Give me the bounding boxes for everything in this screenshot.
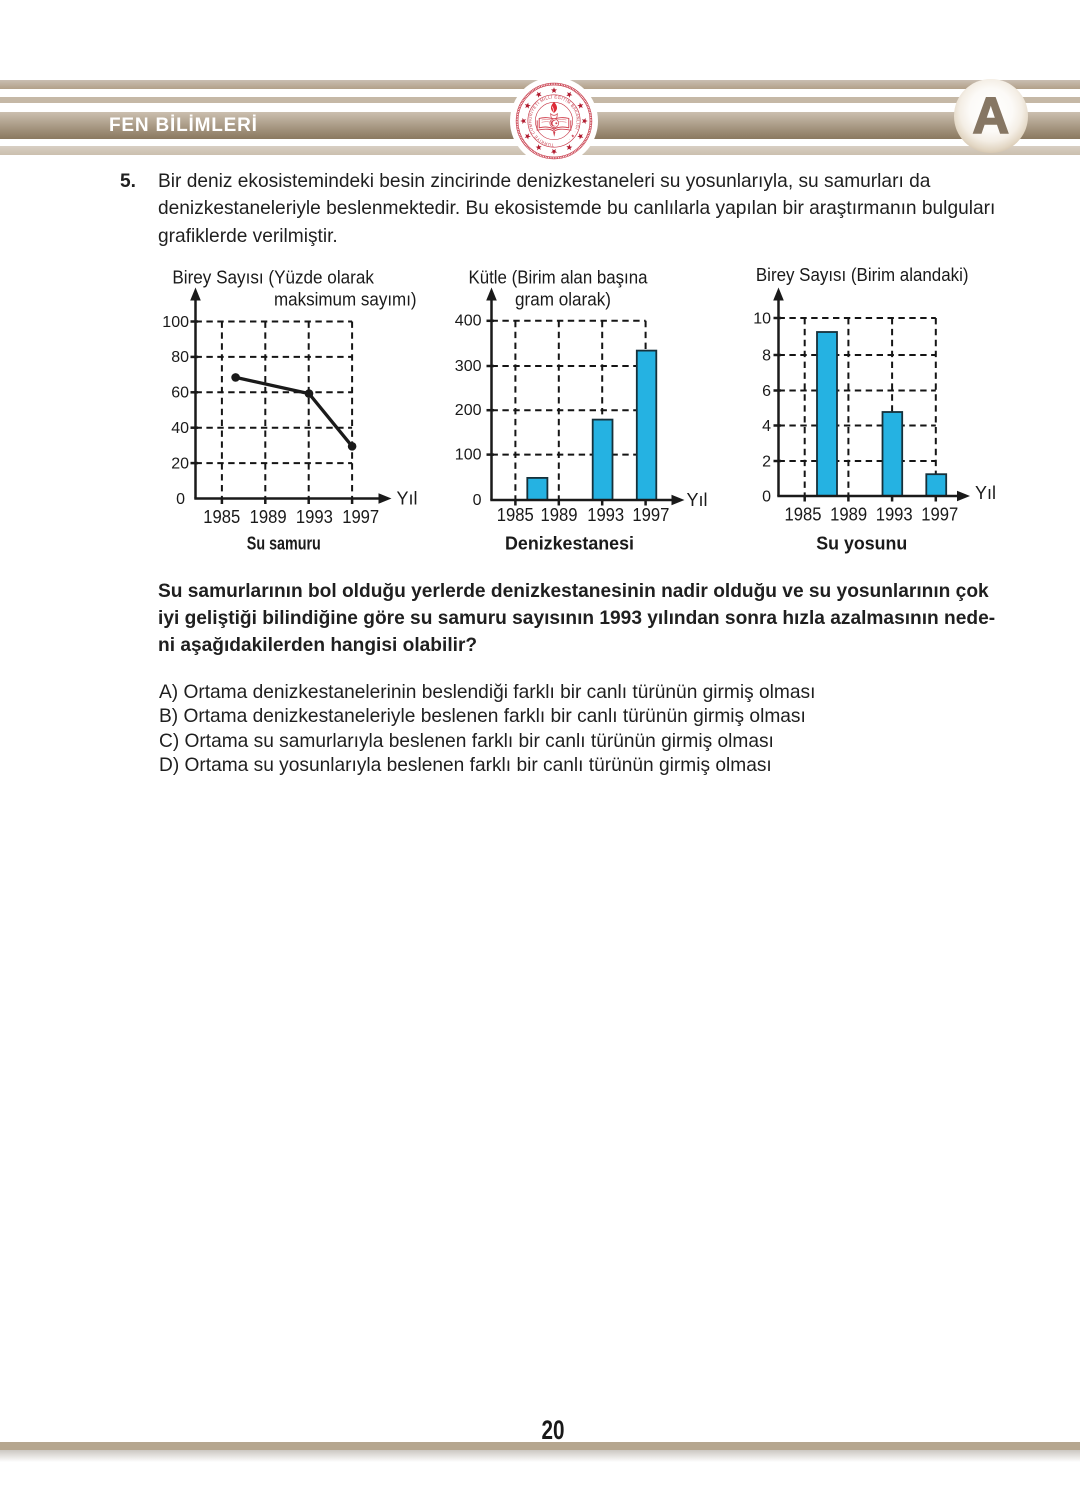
svg-text:maksimum sayımı): maksimum sayımı) [274,290,417,310]
svg-text:1993: 1993 [296,507,333,527]
svg-text:1985: 1985 [203,507,240,527]
svg-text:1993: 1993 [876,504,913,524]
svg-text:20: 20 [171,455,189,472]
svg-text:Yıl: Yıl [975,483,996,503]
svg-text:Kütle (Birim alan başına: Kütle (Birim alan başına [469,268,649,288]
svg-text:1997: 1997 [921,504,958,524]
svg-text:1989: 1989 [830,504,867,524]
svg-text:0: 0 [176,491,185,508]
svg-text:1997: 1997 [632,505,669,525]
svg-text:80: 80 [171,349,189,366]
svg-text:100: 100 [455,446,482,463]
svg-text:1985: 1985 [785,504,822,524]
svg-text:1997: 1997 [342,507,379,527]
svg-text:10: 10 [753,310,771,327]
svg-text:300: 300 [455,358,482,375]
svg-text:4: 4 [762,418,771,435]
svg-text:6: 6 [762,383,771,400]
svg-text:Birey Sayısı (Yüzde olarak: Birey Sayısı (Yüzde olarak [172,268,374,288]
svg-text:Yıl: Yıl [397,489,418,509]
svg-text:0: 0 [762,488,771,505]
svg-text:200: 200 [455,402,482,419]
svg-text:1985: 1985 [497,505,534,525]
svg-text:100: 100 [162,314,189,331]
svg-text:Su samuru: Su samuru [247,534,321,554]
svg-text:gram olarak): gram olarak) [515,290,611,310]
svg-text:1993: 1993 [587,505,624,525]
svg-text:8: 8 [762,347,771,364]
svg-text:1989: 1989 [541,505,578,525]
svg-text:400: 400 [455,313,482,330]
svg-text:0: 0 [473,492,482,509]
svg-text:Denizkestanesi: Denizkestanesi [505,534,634,554]
svg-text:Su yosunu: Su yosunu [816,534,907,554]
svg-text:40: 40 [171,420,189,437]
svg-text:1989: 1989 [250,507,287,527]
svg-text:2: 2 [762,453,771,470]
svg-text:Yıl: Yıl [687,490,708,510]
svg-text:60: 60 [171,385,189,402]
svg-text:Birey Sayısı (Birim alandaki): Birey Sayısı (Birim alandaki) [756,265,969,285]
